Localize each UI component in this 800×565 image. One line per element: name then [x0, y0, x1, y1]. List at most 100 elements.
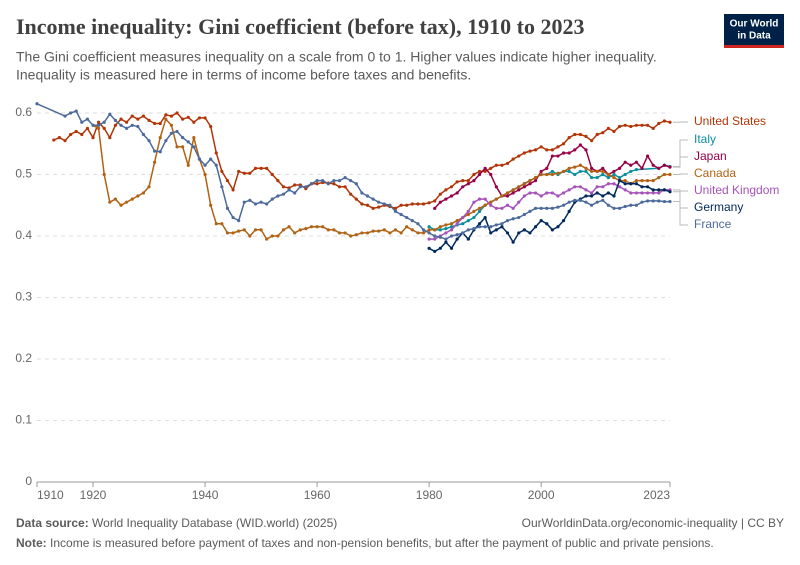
data-point: [158, 136, 162, 140]
data-point: [377, 229, 381, 233]
data-point: [293, 191, 297, 195]
data-point: [438, 200, 442, 204]
data-point: [651, 179, 655, 183]
data-point: [315, 179, 319, 183]
data-point: [293, 231, 297, 235]
data-point: [102, 120, 106, 124]
data-point: [517, 188, 521, 192]
data-point: [63, 139, 67, 143]
data-point: [466, 209, 470, 213]
data-point: [427, 246, 431, 250]
data-point: [511, 188, 515, 192]
data-point: [517, 154, 521, 158]
label-connector: [673, 156, 688, 168]
data-point: [629, 169, 633, 174]
data-point: [108, 112, 112, 116]
data-point: [651, 199, 655, 203]
data-point: [253, 202, 258, 206]
y-tick-label: 0.4: [15, 228, 32, 242]
data-point: [97, 120, 101, 124]
data-point: [567, 136, 571, 140]
data-point: [181, 145, 185, 149]
data-point: [494, 163, 498, 167]
data-point: [393, 209, 398, 213]
data-point: [645, 179, 650, 183]
data-point: [584, 166, 588, 170]
data-point: [113, 123, 118, 127]
data-point: [595, 200, 599, 204]
data-point: [461, 231, 465, 235]
data-point: [164, 139, 168, 143]
data-point: [489, 231, 493, 235]
data-point: [416, 231, 420, 235]
data-point: [298, 185, 302, 189]
data-point: [85, 126, 90, 130]
data-point: [427, 231, 431, 235]
data-point: [517, 185, 521, 189]
data-point: [651, 126, 655, 130]
data-point: [477, 197, 482, 201]
data-point: [253, 228, 258, 232]
label-connector: [673, 139, 688, 168]
data-point: [578, 132, 582, 137]
data-point: [589, 169, 594, 174]
y-tick-label: 0.2: [15, 351, 32, 365]
data-point: [522, 185, 526, 189]
note: Note: Income is measured before payment …: [16, 536, 714, 550]
data-point: [136, 194, 140, 198]
data-point: [164, 117, 168, 121]
data-point: [309, 182, 314, 186]
data-point: [455, 180, 459, 184]
data-point: [371, 197, 375, 201]
data-point: [511, 217, 515, 221]
data-point: [550, 169, 554, 174]
chart-title: Income inequality: Gini coefficient (bef…: [16, 14, 584, 39]
data-point: [158, 121, 162, 126]
data-point: [477, 209, 482, 213]
data-point: [444, 223, 448, 227]
data-point: [634, 167, 638, 172]
data-point: [578, 163, 582, 167]
data-point: [410, 228, 414, 232]
data-point: [561, 219, 566, 223]
data-point: [433, 249, 437, 253]
plot: 0 0.1 0.2 0.3 0.4 0.5 0.6 1910 1920 1940 1960 1980 2…: [15, 102, 779, 502]
data-point: [640, 179, 644, 183]
data-point: [539, 206, 543, 210]
data-point: [595, 169, 599, 174]
data-point: [253, 166, 258, 170]
data-point: [449, 185, 454, 189]
data-point: [63, 114, 67, 118]
data-point: [141, 132, 146, 137]
data-point: [505, 161, 510, 166]
logo-text: Our World: [730, 19, 779, 30]
data-point: [466, 237, 470, 241]
x-tick-label: 1920: [80, 488, 107, 502]
x-tick-label: 1960: [304, 488, 331, 502]
data-point: [242, 200, 246, 204]
data-point: [225, 206, 230, 210]
data-point: [634, 191, 638, 195]
data-point: [511, 157, 515, 161]
data-point: [595, 191, 599, 195]
data-point: [517, 231, 521, 235]
data-point: [589, 175, 594, 180]
data-point: [410, 202, 414, 206]
data-point: [449, 246, 454, 250]
data-point: [438, 225, 442, 229]
data-point: [578, 185, 582, 189]
data-point: [35, 102, 39, 106]
data-point: [539, 145, 543, 149]
y-tick-label: 0.5: [15, 167, 32, 181]
data-point: [533, 206, 538, 210]
data-point: [589, 191, 594, 195]
data-point: [640, 166, 644, 170]
data-point: [343, 185, 347, 189]
data-point: [108, 200, 112, 204]
label-connector: [673, 189, 688, 192]
data-point: [371, 229, 375, 233]
data-point: [629, 182, 633, 186]
data-point: [130, 123, 134, 127]
data-point: [556, 171, 560, 175]
data-point: [438, 235, 442, 239]
